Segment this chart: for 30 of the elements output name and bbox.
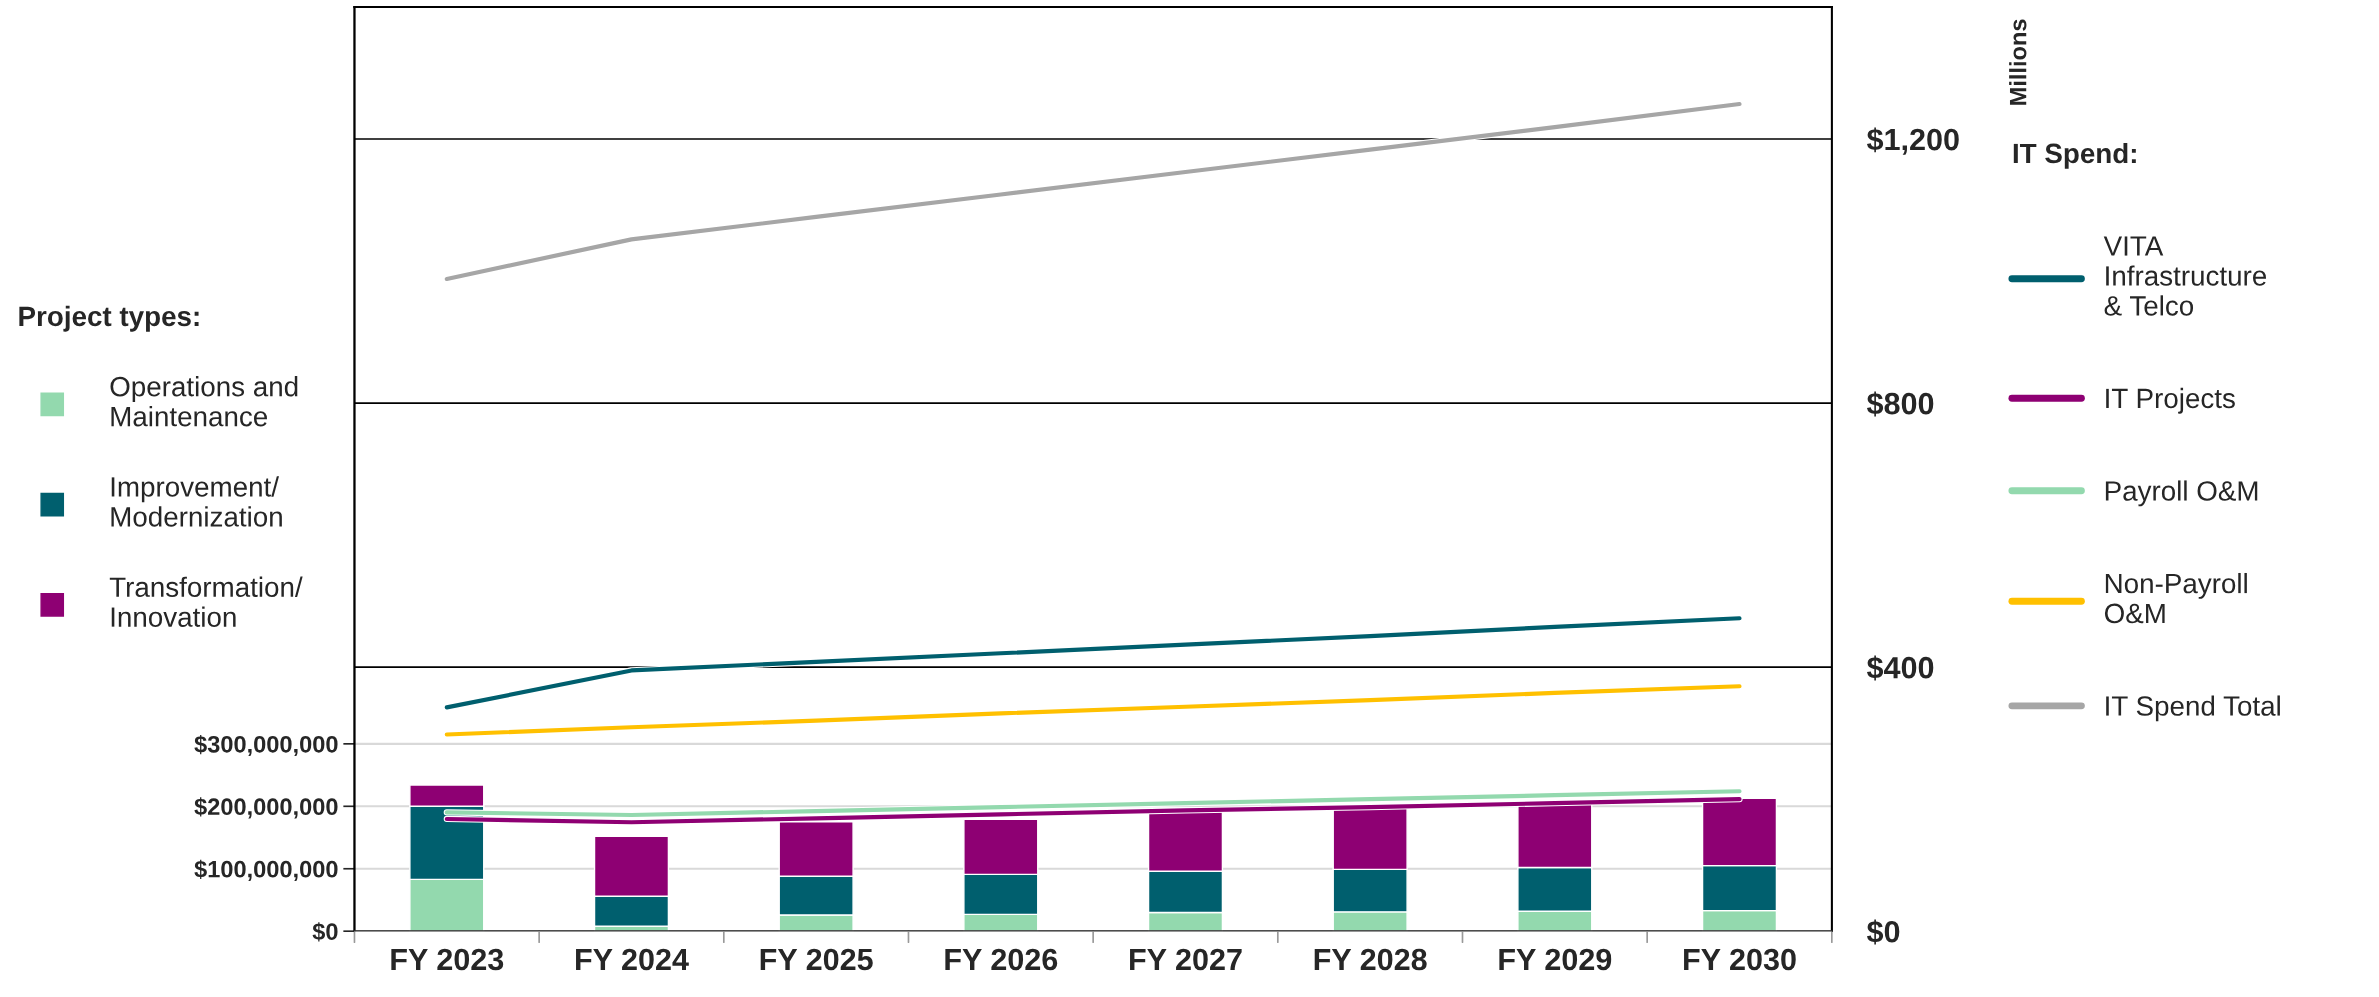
x-tick-label: FY 2026 <box>945 948 1058 971</box>
text: IT Spend: <box>2013 142 2136 169</box>
x-tick-label: FY 2028 <box>1314 948 1427 971</box>
y2-tick-label: $800 <box>1866 391 1934 417</box>
y2-tick-label: $400 <box>1866 655 1934 681</box>
legend-label: VITA Infrastructure & Telco <box>2103 236 2267 316</box>
line-series <box>444 684 1742 737</box>
y2-tick-label: $1,200 <box>1866 127 1959 155</box>
legend-label: Transformation/ Innovation <box>109 576 303 627</box>
y-tick-label: $100,000,000 <box>194 859 338 881</box>
y-tick-label: $300,000,000 <box>194 734 338 757</box>
x-tick-label: FY 2029 <box>1499 948 1612 971</box>
legend-label: IT Projects <box>2106 387 2235 414</box>
x-tick-label: FY 2025 <box>760 948 873 971</box>
x-tick-label: FY 2024 <box>576 948 689 971</box>
y-tick-label: $0 <box>312 922 338 942</box>
y2-tick-label: $0 <box>1866 919 1900 945</box>
legend-label: Payroll O&M <box>2105 480 2258 507</box>
x-tick-label: FY 2030 <box>1684 948 1796 971</box>
x-tick-label: FY 2027 <box>1130 948 1242 971</box>
legend-label: Non-Payroll O&M <box>2104 572 2247 624</box>
y2-axis-title: Millions <box>2009 19 2027 105</box>
legend-label: IT Spend Total <box>2106 695 2280 722</box>
y-tick-label: $200,000,000 <box>194 797 338 819</box>
line-series <box>443 100 1743 283</box>
legend-label: Improvement/ Modernization <box>111 476 282 527</box>
legend-label: Operations and Maintenance <box>110 376 298 427</box>
x-tick-label: FY 2023 <box>391 948 504 971</box>
text: Project types: <box>19 305 199 332</box>
line-series <box>443 615 1743 711</box>
